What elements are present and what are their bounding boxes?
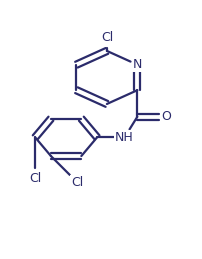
Text: Cl: Cl: [101, 31, 113, 44]
Text: O: O: [161, 110, 171, 123]
Text: N: N: [133, 58, 142, 71]
Text: Cl: Cl: [71, 176, 84, 189]
Text: Cl: Cl: [29, 172, 41, 185]
Text: NH: NH: [115, 131, 134, 144]
